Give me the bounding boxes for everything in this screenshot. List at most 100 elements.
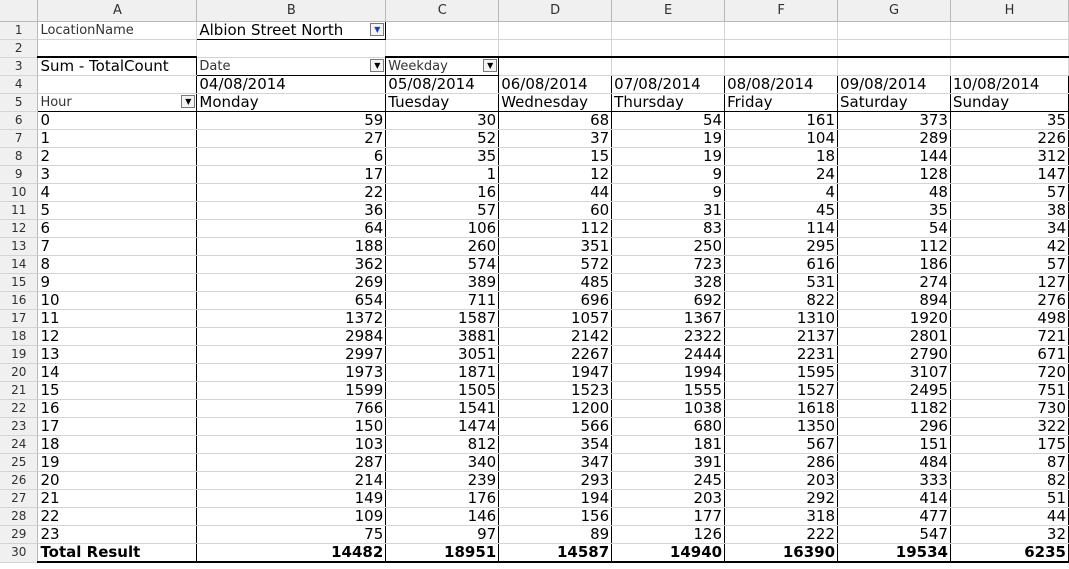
total-value[interactable]: 14587 xyxy=(498,543,613,563)
value-cell[interactable]: 57 xyxy=(950,183,1069,202)
value-cell[interactable]: 354 xyxy=(498,435,613,454)
value-cell[interactable]: 1920 xyxy=(837,309,951,328)
value-cell[interactable]: 103 xyxy=(196,435,387,454)
value-cell[interactable]: 351 xyxy=(498,237,613,256)
column-header[interactable]: F xyxy=(724,0,839,22)
value-cell[interactable]: 289 xyxy=(837,129,951,148)
corner-cell[interactable] xyxy=(0,0,39,22)
value-cell[interactable]: 1350 xyxy=(724,417,839,436)
value-cell[interactable]: 4 xyxy=(724,183,839,202)
value-cell[interactable]: 9 xyxy=(611,183,726,202)
cell[interactable] xyxy=(837,39,951,58)
value-cell[interactable]: 127 xyxy=(950,273,1069,292)
value-cell[interactable]: 274 xyxy=(837,273,951,292)
value-cell[interactable]: 1523 xyxy=(498,381,613,400)
value-cell[interactable]: 286 xyxy=(724,453,839,472)
hour-label[interactable]: 14 xyxy=(37,363,198,382)
value-cell[interactable]: 276 xyxy=(950,291,1069,310)
value-cell[interactable]: 17 xyxy=(196,165,387,184)
value-cell[interactable]: 362 xyxy=(196,255,387,274)
value-cell[interactable]: 203 xyxy=(611,489,726,508)
value-cell[interactable]: 31 xyxy=(611,201,726,220)
value-cell[interactable]: 75 xyxy=(196,525,387,544)
date-header[interactable]: 06/08/2014 xyxy=(498,75,613,94)
column-header[interactable]: E xyxy=(611,0,726,22)
page-field-name[interactable]: LocationName xyxy=(37,21,198,40)
value-cell[interactable]: 38 xyxy=(950,201,1069,220)
row-header[interactable]: 9 xyxy=(0,165,39,184)
value-cell[interactable]: 730 xyxy=(950,399,1069,418)
value-cell[interactable]: 812 xyxy=(385,435,500,454)
value-cell[interactable]: 82 xyxy=(950,471,1069,490)
value-cell[interactable]: 12 xyxy=(498,165,613,184)
value-cell[interactable]: 567 xyxy=(724,435,839,454)
value-cell[interactable]: 1372 xyxy=(196,309,387,328)
value-cell[interactable]: 2231 xyxy=(724,345,839,364)
value-cell[interactable]: 35 xyxy=(950,111,1069,130)
value-cell[interactable]: 766 xyxy=(196,399,387,418)
column-header[interactable]: B xyxy=(196,0,387,22)
value-cell[interactable]: 296 xyxy=(837,417,951,436)
value-cell[interactable]: 2322 xyxy=(611,327,726,346)
hour-label[interactable]: 21 xyxy=(37,489,198,508)
value-cell[interactable]: 1474 xyxy=(385,417,500,436)
row-header[interactable]: 16 xyxy=(0,291,39,310)
value-cell[interactable]: 126 xyxy=(611,525,726,544)
cell[interactable] xyxy=(37,39,198,58)
value-cell[interactable]: 19 xyxy=(611,129,726,148)
weekday-header[interactable]: Saturday xyxy=(837,93,951,112)
cell[interactable] xyxy=(498,57,613,76)
value-cell[interactable]: 498 xyxy=(950,309,1069,328)
value-cell[interactable]: 89 xyxy=(498,525,613,544)
row-header[interactable]: 8 xyxy=(0,147,39,166)
value-cell[interactable]: 37 xyxy=(498,129,613,148)
weekday-header[interactable]: Wednesday xyxy=(498,93,613,112)
row-header[interactable]: 2 xyxy=(0,39,39,58)
value-cell[interactable]: 318 xyxy=(724,507,839,526)
row-header[interactable]: 3 xyxy=(0,57,39,76)
cell[interactable] xyxy=(950,21,1069,40)
value-cell[interactable]: 57 xyxy=(385,201,500,220)
value-cell[interactable]: 3051 xyxy=(385,345,500,364)
hour-label[interactable]: 11 xyxy=(37,309,198,328)
value-cell[interactable]: 391 xyxy=(611,453,726,472)
value-cell[interactable]: 1947 xyxy=(498,363,613,382)
value-cell[interactable]: 671 xyxy=(950,345,1069,364)
cell[interactable] xyxy=(385,39,500,58)
value-cell[interactable]: 2137 xyxy=(724,327,839,346)
date-header[interactable]: 09/08/2014 xyxy=(837,75,951,94)
hour-label[interactable]: 16 xyxy=(37,399,198,418)
value-cell[interactable]: 1182 xyxy=(837,399,951,418)
value-cell[interactable]: 485 xyxy=(498,273,613,292)
value-cell[interactable]: 1367 xyxy=(611,309,726,328)
value-cell[interactable]: 87 xyxy=(950,453,1069,472)
value-cell[interactable]: 3107 xyxy=(837,363,951,382)
value-cell[interactable]: 2142 xyxy=(498,327,613,346)
value-cell[interactable]: 1555 xyxy=(611,381,726,400)
value-cell[interactable]: 188 xyxy=(196,237,387,256)
value-cell[interactable]: 3881 xyxy=(385,327,500,346)
value-cell[interactable]: 42 xyxy=(950,237,1069,256)
cell[interactable] xyxy=(837,57,951,76)
pivot-column-field-weekday[interactable]: Weekday ▼ xyxy=(385,56,500,76)
row-header[interactable]: 11 xyxy=(0,201,39,220)
hour-label[interactable]: 6 xyxy=(37,219,198,238)
value-cell[interactable]: 151 xyxy=(837,435,951,454)
row-header[interactable]: 17 xyxy=(0,309,39,328)
value-cell[interactable]: 51 xyxy=(950,489,1069,508)
hour-label[interactable]: 1 xyxy=(37,129,198,148)
hour-label[interactable]: 4 xyxy=(37,183,198,202)
hour-label[interactable]: 19 xyxy=(37,453,198,472)
value-cell[interactable]: 1 xyxy=(385,165,500,184)
value-cell[interactable]: 35 xyxy=(837,201,951,220)
value-cell[interactable]: 295 xyxy=(724,237,839,256)
value-cell[interactable]: 1038 xyxy=(611,399,726,418)
row-header[interactable]: 7 xyxy=(0,129,39,148)
row-header[interactable]: 14 xyxy=(0,255,39,274)
cell[interactable] xyxy=(196,39,387,58)
value-cell[interactable]: 1871 xyxy=(385,363,500,382)
value-cell[interactable]: 186 xyxy=(837,255,951,274)
value-cell[interactable]: 654 xyxy=(196,291,387,310)
value-cell[interactable]: 19 xyxy=(611,147,726,166)
row-header[interactable]: 18 xyxy=(0,327,39,346)
